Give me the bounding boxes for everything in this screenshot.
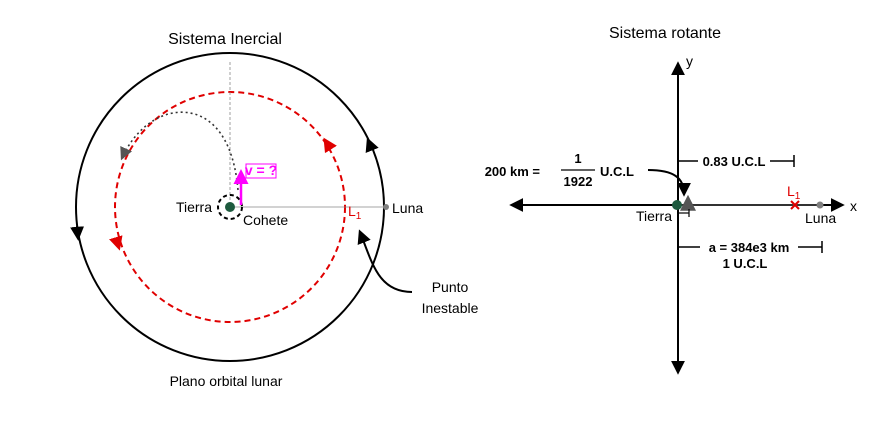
parking-orbit-circle — [217, 194, 243, 220]
altitude-arrow — [647, 169, 691, 197]
x-axis-label: x — [850, 198, 857, 214]
semi-major-label: a = 384e3 km — [709, 240, 790, 255]
l1-cross-b — [790, 200, 800, 210]
l1-distance-bg — [698, 153, 770, 169]
inertial-title: Sistema Inercial — [168, 31, 282, 48]
l1-label-inertial: L1 — [348, 203, 362, 222]
outer-orbit-arrow-right — [365, 137, 379, 153]
unstable-label-line1: Punto — [432, 279, 469, 295]
l1-label-rotating: L1 — [787, 183, 801, 202]
transfer-trajectory — [120, 111, 239, 191]
lunar-plane-label: Plano orbital lunar — [170, 373, 283, 389]
inertial-frame-diagram: Sistema Inercial v = ? Tierra Cohete L1 … — [70, 31, 479, 389]
red-orbit-arrow-left — [109, 235, 123, 251]
moon-label-inertial: Luna — [392, 200, 423, 216]
rocket-label: Cohete — [243, 212, 288, 228]
unstable-label-line2: Inestable — [422, 300, 479, 316]
rotating-title: Sistema rotante — [609, 25, 721, 42]
fraction-unit: U.C.L — [600, 164, 634, 179]
fraction-numerator: 1 — [574, 151, 581, 166]
moon-dot-inertial — [383, 204, 389, 210]
earth-label-rotating: Tierra — [636, 208, 672, 224]
velocity-label: v = ? — [245, 162, 277, 178]
earth-dot-rotating — [672, 200, 682, 210]
fraction-denominator: 1922 — [564, 174, 593, 189]
moon-label-rotating: Luna — [805, 210, 836, 226]
unstable-point-arrow — [357, 229, 413, 293]
outer-orbit-arrow-left — [70, 225, 85, 241]
l1-distance-label: 0.83 U.C.L — [703, 154, 766, 169]
semi-major-unit: 1 U.C.L — [723, 256, 768, 271]
earth-label-inertial: Tierra — [176, 199, 212, 215]
red-orbit-arrow-right — [323, 137, 337, 154]
altitude-lhs: 200 km = — [485, 164, 541, 179]
rotating-frame-diagram: Sistema rotante y x 0.83 U.C.L 200 km = … — [485, 25, 857, 375]
velocity-label-box — [245, 163, 277, 179]
earth-dot — [225, 202, 235, 212]
semi-major-bg — [700, 239, 798, 255]
y-axis-label: y — [686, 53, 693, 69]
moon-dot-rotating — [816, 201, 824, 209]
